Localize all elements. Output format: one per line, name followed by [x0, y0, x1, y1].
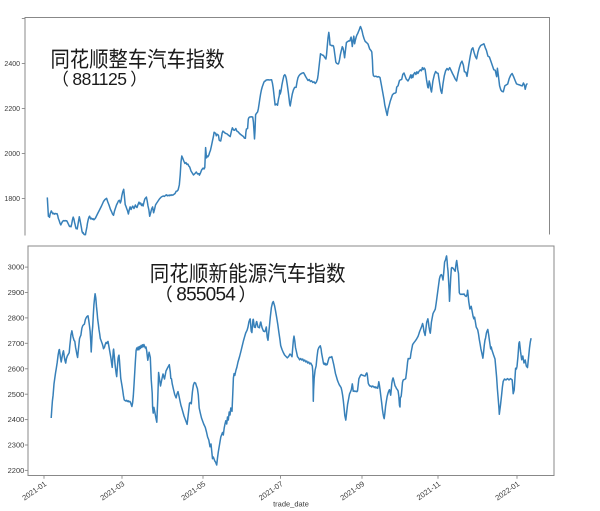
- svg-text:2700: 2700: [8, 339, 25, 348]
- svg-text:2900: 2900: [8, 288, 25, 297]
- svg-text:881125: 881125: [72, 69, 127, 89]
- svg-text:1800: 1800: [4, 196, 20, 203]
- svg-text:2400: 2400: [4, 61, 20, 68]
- svg-text:2800: 2800: [8, 314, 25, 323]
- svg-text:3000: 3000: [8, 263, 25, 272]
- svg-text:2300: 2300: [8, 441, 25, 450]
- svg-text:2200: 2200: [4, 106, 20, 113]
- svg-text:2600: 2600: [8, 364, 25, 373]
- svg-text:trade_date: trade_date: [273, 500, 309, 509]
- svg-text:855054: 855054: [176, 285, 236, 306]
- svg-text:2200: 2200: [8, 466, 25, 475]
- svg-text:2400: 2400: [8, 415, 25, 424]
- svg-text:2500: 2500: [8, 390, 25, 399]
- svg-text:2000: 2000: [4, 151, 20, 158]
